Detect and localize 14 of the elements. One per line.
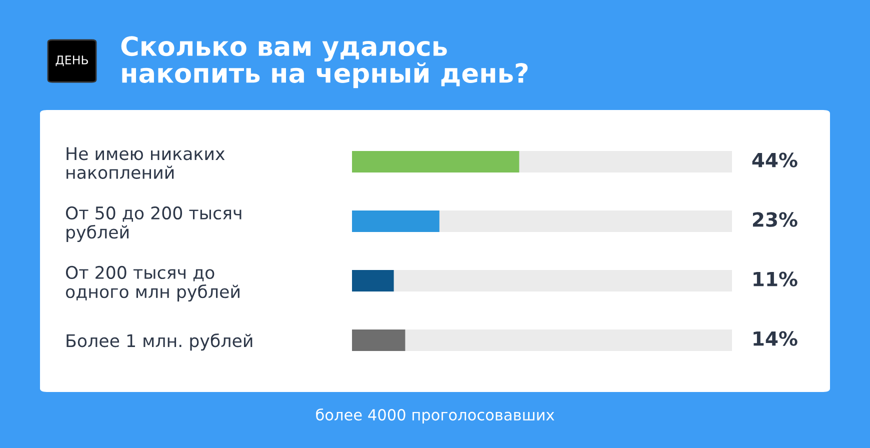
y-tick-label: Не имею никаких накоплений [66,147,225,179]
y-tick-label: Более 1 млн. рублей [66,334,252,351]
data-label: 44% [752,152,798,168]
bar [352,210,440,232]
bar [352,330,406,351]
data-label: 14% [754,331,798,346]
y-tick-label: От 50 до 200 тысяч рублей [66,206,242,242]
bar [352,270,394,292]
data-label: 23% [752,212,798,227]
text: ДЕНЬ [56,56,88,66]
chart-title: Сколько вам удалось накопить на черный день? [121,36,528,88]
y-tick-label: От 200 тысяч до одного млн рублей [66,266,240,302]
text: более 4000 проголосовавших [316,408,554,424]
data-label: 11% [754,272,798,286]
